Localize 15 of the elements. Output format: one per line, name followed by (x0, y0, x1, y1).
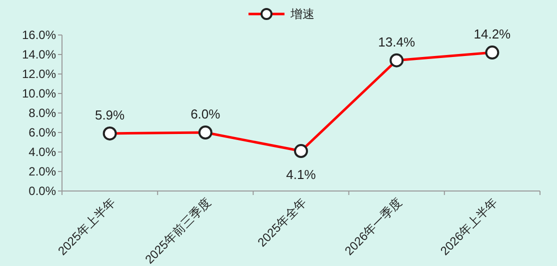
y-tick-label: 10.0% (22, 86, 56, 100)
data-label: 5.9% (94, 107, 126, 122)
y-tick-label: 6.0% (28, 126, 56, 140)
y-tick-label: 0.0% (28, 184, 56, 198)
y-tick-label: 12.0% (22, 67, 56, 81)
data-label: 6.0% (190, 106, 221, 122)
legend-label: 增速 (290, 7, 314, 21)
y-tick-label: 4.0% (28, 145, 56, 159)
y-tick-label: 16.0% (22, 28, 56, 42)
data-label: 13.4% (378, 34, 416, 50)
y-tick-label: 8.0% (28, 106, 56, 120)
data-label: 14.2% (474, 26, 512, 42)
data-label: 4.1% (286, 167, 316, 182)
y-tick-label: 14.0% (22, 48, 56, 62)
y-tick-label: 2.0% (28, 164, 56, 178)
